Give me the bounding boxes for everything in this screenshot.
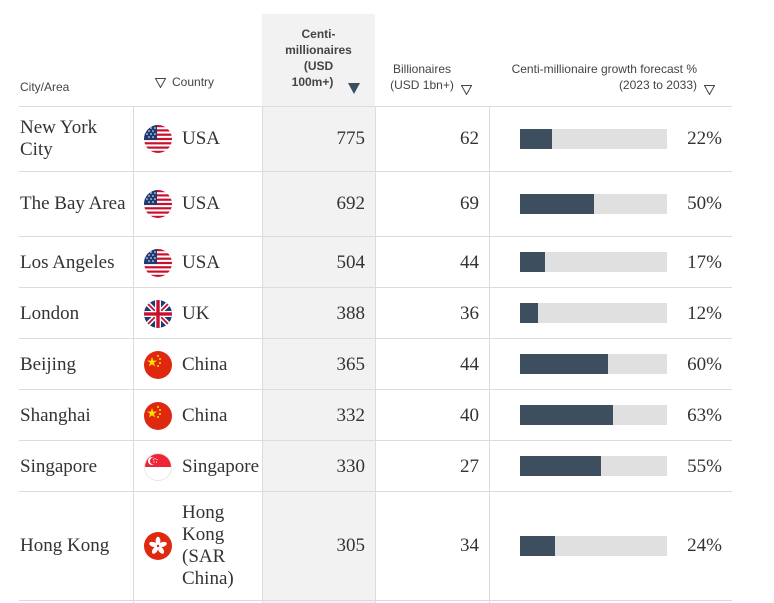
growth-bar xyxy=(520,536,556,556)
table-row[interactable]: The Bay Area USA 692 69 50% xyxy=(19,171,732,236)
table-row[interactable]: Singapore Singapore 330 27 55% xyxy=(19,440,732,492)
city-name: Los Angeles xyxy=(20,251,115,273)
growth-bar-track xyxy=(520,536,667,556)
billionaires-column-header[interactable]: Billionaires (USD 1bn+) xyxy=(387,61,473,96)
column-divider xyxy=(262,106,263,603)
city-name: Beijing xyxy=(20,353,76,375)
centi-millionaires-value: 388 xyxy=(336,302,366,324)
growth-bar xyxy=(520,129,553,149)
table-row[interactable]: Los Angeles USA 504 44 17% xyxy=(19,236,732,288)
country-name: USA xyxy=(182,128,221,149)
column-divider xyxy=(489,106,490,603)
growth-bar-track xyxy=(520,252,667,272)
growth-bar xyxy=(520,456,601,476)
growth-column-header[interactable]: Centi-millionaire growth forecast % (202… xyxy=(497,61,716,96)
city-name: The Bay Area xyxy=(20,193,126,214)
billionaires-value: 69 xyxy=(460,193,479,214)
table-row[interactable]: London UK 388 36 12% xyxy=(19,287,732,339)
billionaires-value: 27 xyxy=(460,455,479,477)
country-header-label: Country xyxy=(172,75,215,89)
sorted-column-bg xyxy=(262,106,375,603)
sorted-column-header-bg xyxy=(262,14,375,106)
table-row[interactable]: New York City USA 775 62 22% xyxy=(19,106,732,171)
centi-millionaires-value: 504 xyxy=(336,251,366,273)
growth-bar xyxy=(520,405,613,425)
uk-flag-icon xyxy=(144,300,172,328)
table-row[interactable]: Hong Kong Hong Kong (SAR China) 305 34 2… xyxy=(19,491,732,601)
billionaires-value: 44 xyxy=(460,353,479,375)
billionaires-value: 62 xyxy=(460,128,479,149)
billionaires-header-line1: Billionaires xyxy=(392,62,452,76)
city-name: Hong Kong xyxy=(20,535,110,556)
growth-bar xyxy=(520,194,594,214)
country-name: Singapore xyxy=(182,455,260,477)
billionaires-value: 40 xyxy=(460,404,479,426)
centi-millionaires-value: 305 xyxy=(336,535,366,556)
growth-bar-track xyxy=(520,303,667,323)
sort-desc-icon[interactable] xyxy=(348,82,360,98)
china-flag-icon xyxy=(144,402,172,430)
country-name: China xyxy=(182,353,228,375)
centi-column-header[interactable]: Centi- millionaires (USD 100m+) xyxy=(262,26,375,94)
centi-header-line1: Centi- xyxy=(301,27,336,41)
centi-millionaires-value: 775 xyxy=(336,128,366,149)
country-name: Hong Kong (SAR China) xyxy=(182,502,234,589)
centi-header-line3: (USD xyxy=(303,59,334,73)
city-name: New York City xyxy=(20,117,98,160)
centi-millionaires-value: 692 xyxy=(336,193,366,214)
growth-bar-track xyxy=(520,456,667,476)
china-flag-icon xyxy=(144,351,172,379)
growth-percent: 24% xyxy=(687,535,722,556)
billionaires-value: 44 xyxy=(460,251,479,273)
usa-flag-icon xyxy=(144,249,172,277)
growth-percent: 63% xyxy=(687,404,722,426)
growth-bar xyxy=(520,252,545,272)
sort-filter-icon[interactable] xyxy=(460,83,473,99)
city-column-header[interactable]: City/Area xyxy=(20,79,69,95)
sort-filter-icon[interactable] xyxy=(155,77,166,88)
city-name: London xyxy=(20,302,80,324)
billionaires-value: 34 xyxy=(460,535,479,556)
growth-percent: 50% xyxy=(687,193,722,214)
usa-flag-icon xyxy=(144,190,172,218)
growth-percent: 22% xyxy=(687,128,722,149)
growth-bar xyxy=(520,354,609,374)
city-header-label: City/Area xyxy=(20,80,70,94)
column-divider xyxy=(133,106,134,603)
billionaires-value: 36 xyxy=(460,302,479,324)
usa-flag-icon xyxy=(144,125,172,153)
country-column-header[interactable]: Country xyxy=(155,74,214,90)
country-name: China xyxy=(182,404,228,426)
city-name: Shanghai xyxy=(20,404,91,426)
growth-header-line2: (2023 to 2033) xyxy=(618,78,697,92)
city-name: Singapore xyxy=(20,455,98,477)
growth-bar-track xyxy=(520,129,667,149)
growth-percent: 17% xyxy=(687,251,722,273)
growth-header-line1: Centi-millionaire growth forecast % xyxy=(511,62,697,76)
growth-bar-track xyxy=(520,354,667,374)
growth-bar-track xyxy=(520,194,667,214)
country-name: USA xyxy=(182,193,221,214)
hong-kong-flag-icon xyxy=(144,532,172,560)
country-name: USA xyxy=(182,251,221,273)
singapore-flag-icon xyxy=(144,453,172,481)
growth-percent: 55% xyxy=(687,455,722,477)
centi-millionaires-value: 332 xyxy=(336,404,366,426)
centi-millionaires-value: 330 xyxy=(336,455,366,477)
table-row[interactable]: Beijing China 365 44 60% xyxy=(19,338,732,390)
table-row[interactable]: Shanghai China 332 40 63% xyxy=(19,389,732,441)
centi-header-line4: 100m+) xyxy=(291,75,334,89)
column-divider xyxy=(375,106,376,603)
growth-percent: 12% xyxy=(687,302,722,324)
growth-percent: 60% xyxy=(687,353,722,375)
country-name: UK xyxy=(182,302,210,324)
growth-bar xyxy=(520,303,538,323)
growth-bar-track xyxy=(520,405,667,425)
centi-header-line2: millionaires xyxy=(285,43,352,57)
sort-filter-icon[interactable] xyxy=(703,83,716,99)
centi-millionaires-value: 365 xyxy=(336,353,366,375)
billionaires-header-line2: (USD 1bn+) xyxy=(390,78,454,92)
